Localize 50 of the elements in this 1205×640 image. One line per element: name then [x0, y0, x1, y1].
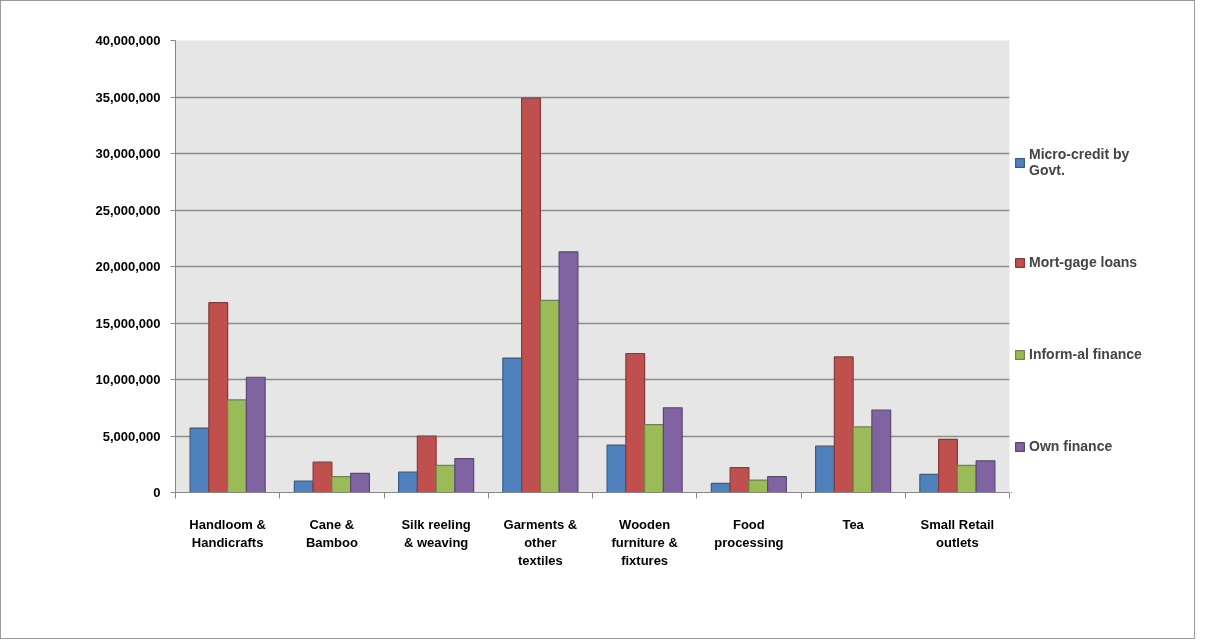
bar — [435, 464, 456, 493]
y-tick-label: 0 — [153, 485, 161, 500]
bar — [521, 97, 541, 493]
y-tick-label: 30,000,000 — [95, 146, 161, 161]
legend-label: Own finance — [1029, 438, 1113, 454]
bar — [767, 476, 788, 493]
bar — [919, 473, 940, 493]
y-tick-label: 10,000,000 — [95, 372, 161, 387]
bar — [189, 427, 210, 493]
bar — [416, 435, 437, 493]
bar — [833, 356, 854, 493]
bar — [208, 302, 229, 493]
bar — [871, 409, 892, 493]
y-tick-label: 20,000,000 — [95, 259, 161, 274]
bar — [748, 479, 769, 493]
x-tick-label: Handloom & Handicrafts — [189, 516, 266, 550]
bar — [814, 445, 835, 493]
bar — [644, 424, 664, 493]
bar — [662, 407, 683, 493]
x-tick-label: Garments & other textiles — [503, 516, 578, 568]
y-tick-label: 40,000,000 — [95, 33, 161, 48]
bar — [350, 472, 370, 493]
x-tick-label: Cane & Bamboo — [305, 516, 358, 550]
x-tick-label: Wooden furniture & fixtures — [611, 516, 678, 568]
bar — [975, 460, 996, 493]
bar — [852, 426, 873, 493]
y-tick-label: 25,000,000 — [95, 202, 161, 218]
y-tick-label: 15,000,000 — [95, 315, 161, 331]
bar — [245, 376, 266, 493]
x-tick-label: Small Retail outlets — [920, 516, 995, 550]
x-tick-label: Tea — [842, 516, 865, 532]
bar — [625, 352, 646, 493]
bar — [454, 458, 475, 493]
bar — [729, 467, 750, 493]
y-tick-label: 5,000,000 — [102, 428, 161, 444]
y-tick-label: 35,000,000 — [95, 89, 161, 105]
x-tick-label: Food processing — [714, 516, 784, 550]
bar — [502, 357, 523, 493]
bar — [227, 399, 247, 493]
bar — [606, 444, 627, 493]
legend-label: Micro-credit by Govt. — [1029, 146, 1130, 178]
legend-label: Mort-gage loans — [1029, 254, 1138, 270]
legend-label: Inform-al finance — [1029, 346, 1142, 362]
bar — [539, 299, 560, 493]
bar — [331, 476, 352, 493]
bar — [558, 251, 579, 493]
x-tick-label: Silk reeling & weaving — [401, 516, 471, 550]
bar — [312, 461, 333, 493]
bar — [398, 471, 418, 493]
bar — [938, 438, 958, 493]
